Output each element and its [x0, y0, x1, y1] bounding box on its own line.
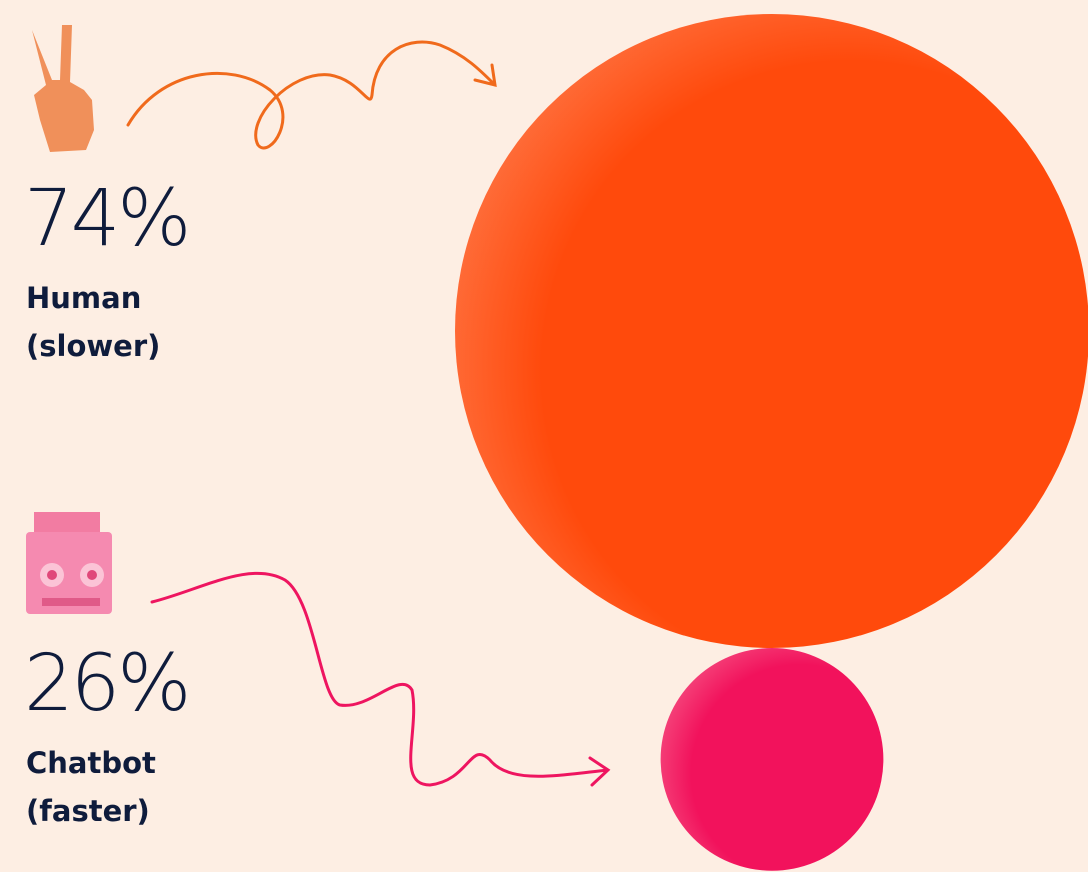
- arrow: [150, 571, 611, 787]
- value-label: 26%: [24, 639, 191, 729]
- value-label: 74%: [24, 174, 191, 264]
- robot-icon: [26, 512, 112, 614]
- category-label: Chatbot (faster): [26, 746, 156, 828]
- arrow: [126, 40, 497, 150]
- bubble: [455, 14, 1088, 648]
- hand-icon: [32, 25, 94, 152]
- category-label: Human (slower): [26, 281, 161, 363]
- bubble: [660, 648, 884, 871]
